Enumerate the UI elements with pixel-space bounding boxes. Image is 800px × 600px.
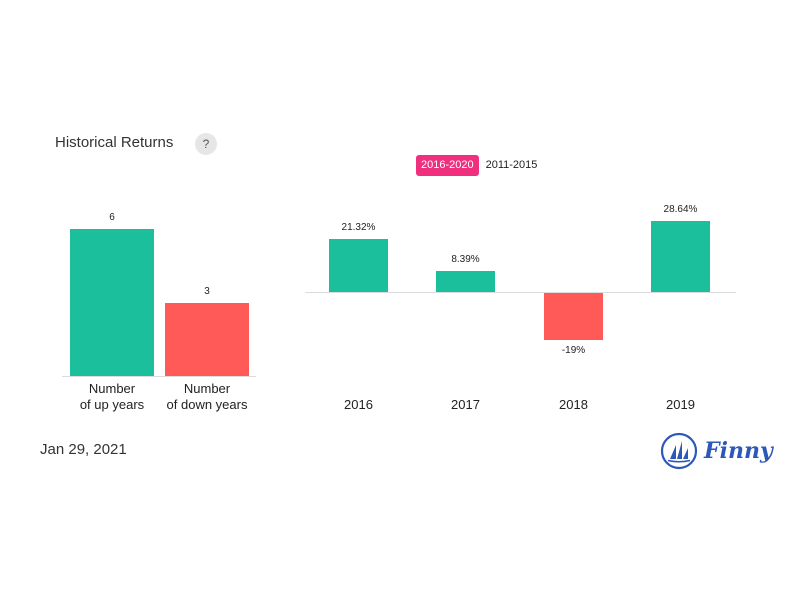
tab-2016-2020[interactable]: 2016-2020 (416, 155, 479, 176)
data-label: 6 (109, 212, 115, 223)
x-tick-label: 2017 (451, 397, 480, 412)
category-label: Number of up years (79, 381, 145, 412)
data-label: 28.64% (663, 203, 698, 215)
data-label: 21.32% (341, 222, 376, 233)
tab-2011-2015[interactable]: 2011-2015 (485, 159, 538, 171)
category-label: Number of down years (166, 381, 248, 412)
bar-2017 (436, 271, 495, 292)
data-label: 8.39% (451, 254, 480, 266)
period-tabs: 2016-2020 2011-2015 (416, 155, 542, 176)
x-tick-label: 2019 (666, 397, 695, 412)
bar-2016 (329, 239, 388, 292)
bar-2019 (651, 220, 710, 292)
help-icon[interactable]: ? (195, 133, 217, 155)
x-tick-label: 2018 (559, 397, 588, 412)
bar-2018 (544, 293, 603, 341)
zero-line (305, 292, 736, 293)
bar-up-years (70, 229, 154, 376)
x-axis-line (62, 376, 256, 377)
data-label: -19% (561, 345, 586, 357)
bar-down-years (165, 302, 249, 376)
finny-logo: Finny (660, 432, 773, 470)
data-label: 3 (204, 285, 210, 297)
brand-name: Finny (704, 438, 773, 464)
page-title: Historical Returns (55, 134, 174, 151)
sailboat-icon (660, 432, 698, 470)
x-tick-label: 2016 (344, 397, 373, 412)
as-of-date: Jan 29, 2021 (40, 441, 127, 458)
